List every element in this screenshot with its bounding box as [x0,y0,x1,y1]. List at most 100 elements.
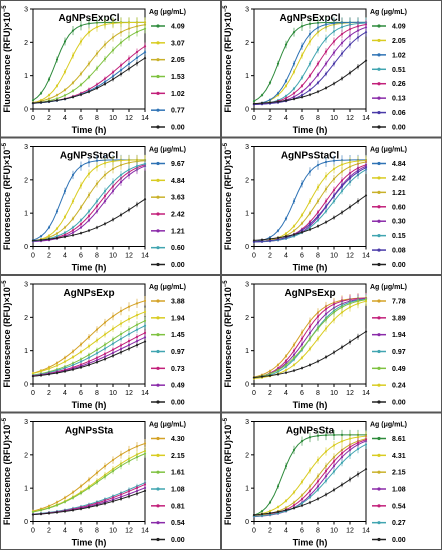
data-point [332,82,336,85]
data-point [47,238,51,241]
x-tick-label: 8 [316,115,320,122]
data-point [71,226,75,229]
data-point [63,510,67,513]
data-point [63,94,67,97]
data-point [300,213,304,217]
data-point [135,165,139,168]
data-point [63,88,67,92]
data-point [332,488,336,491]
data-point [103,80,107,83]
data-point [135,340,139,343]
data-point [39,509,43,512]
data-point [308,469,312,472]
data-point [292,200,296,203]
data-point [119,464,123,467]
data-point [276,92,280,95]
data-point [95,328,99,331]
x-tick-label: 6 [300,253,304,260]
data-point [292,363,296,367]
data-point [95,210,99,213]
data-point [340,461,344,464]
data-point [87,210,91,213]
data-point [127,317,131,321]
data-point [292,62,296,65]
legend-marker [156,333,160,337]
legend-marker [377,333,381,337]
data-point [276,62,280,65]
data-point [127,67,131,70]
data-point [308,496,312,499]
legend-marker [377,504,381,508]
data-point [316,225,320,228]
x-tick-label: 6 [300,115,304,122]
legend-marker [156,487,160,491]
data-point [292,491,296,494]
series-0.00 [31,338,147,378]
y-axis-label-exponent: −5 [2,5,8,13]
data-point [119,41,123,44]
legend-marker [377,436,381,441]
data-point [71,509,75,512]
x-tick-label: 2 [268,528,272,535]
data-point [308,212,312,215]
data-point [284,43,288,46]
data-point [127,339,131,343]
data-point [71,217,75,220]
data-point [103,189,107,193]
data-point [348,177,352,180]
data-point [143,331,147,335]
data-point [135,486,139,489]
data-point [316,211,320,214]
data-point [324,312,328,316]
data-point [63,370,67,373]
data-point [292,92,296,95]
data-point [47,373,51,376]
y-tick-label: 3 [24,7,28,14]
data-point [79,226,83,229]
data-point [268,374,272,377]
x-axis-label: Time (h) [72,538,107,548]
y-axis-label-exponent: −5 [223,5,229,13]
x-tick-label: 12 [125,253,133,260]
data-point [324,188,328,191]
data-point [95,356,99,359]
legend-marker [156,91,160,95]
data-point [340,52,344,55]
data-point [332,351,336,354]
x-tick-label: 4 [284,390,288,397]
data-point [324,205,328,208]
data-point [111,469,115,473]
x-tick-label: 2 [47,253,51,260]
data-point [119,213,123,216]
data-point [71,229,75,232]
data-point [103,343,107,346]
data-point [135,343,139,347]
data-point [292,235,296,238]
data-point [332,444,336,447]
legend-label: 0.00 [171,262,185,269]
series-0.00 [252,192,368,242]
data-point [292,504,296,507]
x-tick-label: 0 [252,115,256,122]
legend-marker [377,82,381,86]
data-point [135,30,139,34]
x-axis-label: Time (h) [72,400,107,410]
y-tick-label: 2 [24,177,28,184]
data-point [87,478,91,481]
data-point [79,184,83,187]
data-point [332,433,336,437]
y-tick-label: 3 [245,419,249,426]
legend-label: 0.49 [392,366,406,373]
y-axis-label-exponent: −5 [223,142,229,150]
data-point [268,81,272,84]
data-point [47,512,51,515]
y-tick-label: 3 [245,282,249,289]
data-point [308,363,312,367]
x-tick-label: 6 [79,390,83,397]
y-tick-label: 2 [245,315,249,322]
legend-marker [156,24,160,28]
data-point [308,325,312,328]
data-point [340,483,344,486]
data-point [300,356,304,359]
